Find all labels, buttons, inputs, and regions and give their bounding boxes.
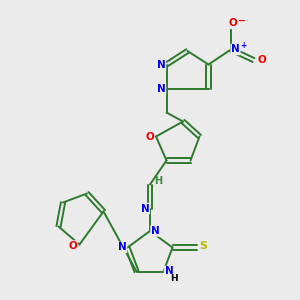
Text: S: S: [199, 241, 207, 251]
Text: N: N: [118, 242, 127, 253]
Text: N: N: [157, 59, 166, 70]
Text: O: O: [68, 241, 77, 251]
Text: O: O: [257, 55, 266, 65]
Text: N: N: [231, 44, 240, 55]
Text: N: N: [140, 203, 149, 214]
Text: N: N: [164, 266, 173, 277]
Text: O: O: [228, 18, 237, 28]
Text: H: H: [170, 274, 178, 283]
Text: H: H: [154, 176, 163, 187]
Text: −: −: [238, 15, 247, 26]
Text: N: N: [157, 83, 166, 94]
Text: O: O: [145, 131, 154, 142]
Text: N: N: [151, 226, 160, 236]
Text: +: +: [241, 41, 247, 50]
